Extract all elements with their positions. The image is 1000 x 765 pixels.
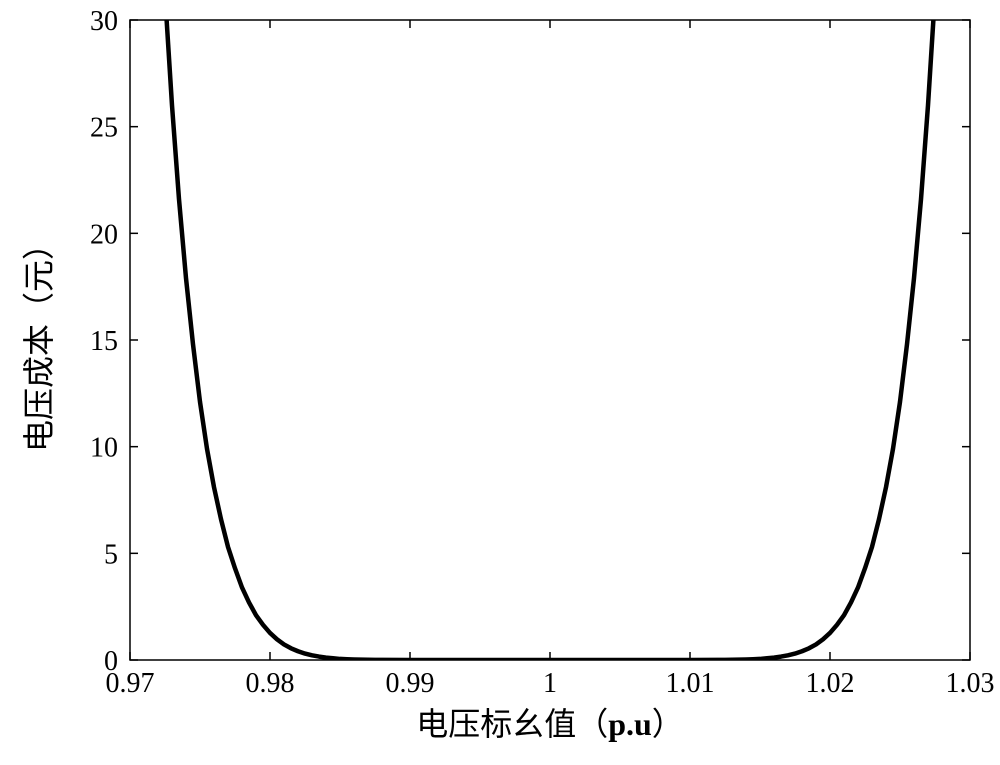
x-tick-label: 1.02	[806, 668, 855, 699]
x-tick-label: 1.01	[666, 668, 715, 699]
x-tick-label: 1	[543, 668, 557, 699]
y-tick-label: 5	[104, 539, 118, 570]
y-tick-label: 0	[104, 646, 118, 677]
y-tick-label: 30	[90, 6, 118, 37]
voltage-cost-curve	[130, 0, 970, 660]
y-tick-label: 15	[90, 326, 118, 357]
chart-container: 0.970.980.9911.011.021.03051015202530电压标…	[0, 0, 1000, 765]
y-axis-label: 电压成本（元）	[21, 228, 57, 452]
x-tick-label: 0.98	[246, 668, 295, 699]
y-tick-label: 10	[90, 433, 118, 464]
x-tick-label: 1.03	[946, 668, 995, 699]
chart-svg: 0.970.980.9911.011.021.03051015202530电压标…	[0, 0, 1000, 765]
x-axis-label: 电压标幺值（p.u）	[416, 706, 684, 742]
x-tick-label: 0.99	[386, 668, 435, 699]
y-tick-label: 25	[90, 113, 118, 144]
y-tick-label: 20	[90, 219, 118, 250]
plot-border	[130, 20, 970, 660]
